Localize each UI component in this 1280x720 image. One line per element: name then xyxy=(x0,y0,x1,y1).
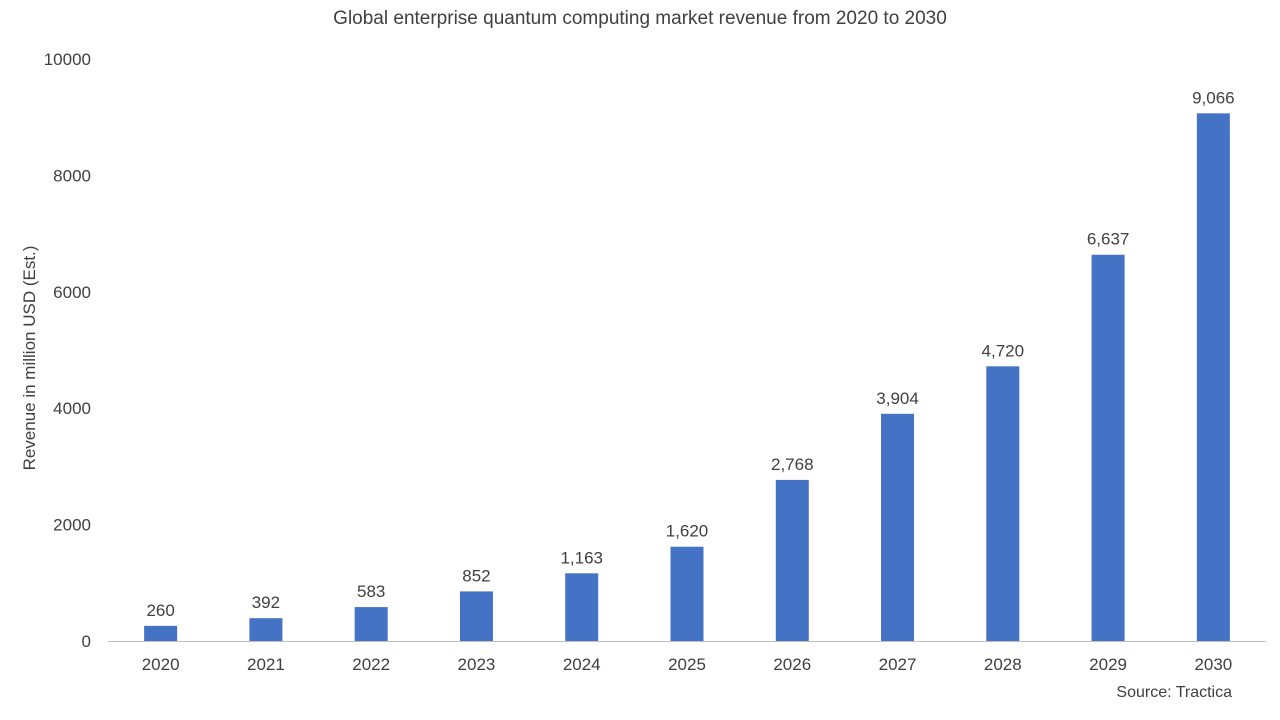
x-tick-label-2022: 2022 xyxy=(352,655,390,674)
x-tick-label-2027: 2027 xyxy=(879,655,917,674)
bar-2024 xyxy=(565,573,599,641)
x-tick-label-2021: 2021 xyxy=(247,655,285,674)
x-tick-label-2020: 2020 xyxy=(142,655,180,674)
bar-series xyxy=(144,113,1230,641)
bar-2025 xyxy=(670,546,704,641)
x-tick-label-2029: 2029 xyxy=(1089,655,1127,674)
data-label-2028: 4,720 xyxy=(982,341,1025,360)
bar-2027 xyxy=(881,413,915,641)
y-axis-title: Revenue in million USD (Est.) xyxy=(20,246,39,471)
data-label-2029: 6,637 xyxy=(1087,230,1130,249)
bar-2021 xyxy=(249,618,283,641)
data-label-2026: 2,768 xyxy=(771,455,814,474)
chart-title: Global enterprise quantum computing mark… xyxy=(333,8,947,29)
bar-2020 xyxy=(144,625,178,641)
data-label-2023: 852 xyxy=(462,566,490,585)
x-tick-label-2026: 2026 xyxy=(773,655,811,674)
bar-2028 xyxy=(986,366,1020,641)
y-tick-label: 10000 xyxy=(44,50,91,69)
data-label-2027: 3,904 xyxy=(876,389,919,408)
bar-2030 xyxy=(1196,113,1230,641)
x-axis-ticks: 2020 2021 2022 2023 2024 2025 2026 2027 2028 2029… xyxy=(142,655,1233,674)
x-tick-label-2023: 2023 xyxy=(458,655,496,674)
bar-2029 xyxy=(1091,254,1125,641)
y-tick-label: 2000 xyxy=(53,516,91,535)
y-tick-label: 8000 xyxy=(53,166,91,185)
x-tick-label-2030: 2030 xyxy=(1194,655,1232,674)
y-tick-label: 4000 xyxy=(53,399,91,418)
data-label-2022: 583 xyxy=(357,582,385,601)
y-axis-ticks: 0 2000 4000 6000 8000 10000 xyxy=(44,50,91,651)
data-label-2021: 392 xyxy=(252,593,280,612)
y-tick-label: 0 xyxy=(82,632,91,651)
x-tick-label-2028: 2028 xyxy=(984,655,1022,674)
x-tick-label-2025: 2025 xyxy=(668,655,706,674)
data-label-2025: 1,620 xyxy=(666,522,709,541)
data-label-2020: 260 xyxy=(146,601,174,620)
y-tick-label: 6000 xyxy=(53,283,91,302)
bar-2022 xyxy=(354,607,388,641)
bar-2026 xyxy=(775,479,809,641)
data-labels: 260 392 583 852 1,163 1,620 2,768 3,904 4,720 6,6… xyxy=(146,88,1234,620)
data-label-2024: 1,163 xyxy=(560,548,603,567)
bar-2023 xyxy=(459,591,493,641)
source-note: Source: Tractica xyxy=(1116,684,1232,701)
x-tick-label-2024: 2024 xyxy=(563,655,601,674)
data-label-2030: 9,066 xyxy=(1192,88,1235,107)
